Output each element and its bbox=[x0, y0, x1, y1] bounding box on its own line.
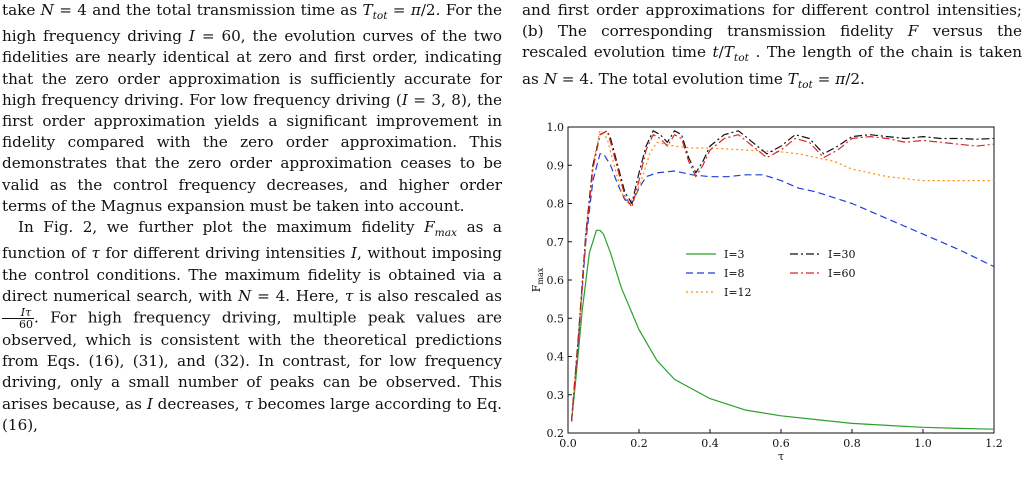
paragraph-2: In Fig. 2, we further plot the maximum f… bbox=[2, 218, 503, 434]
y-tick-label: 1.0 bbox=[547, 121, 565, 134]
y-tick-label: 0.3 bbox=[547, 389, 565, 402]
x-axis-label: τ bbox=[778, 450, 784, 463]
y-tick-label: 0.6 bbox=[547, 274, 565, 287]
paragraph-1: take N = 4 and the total transmission ti… bbox=[2, 1, 503, 215]
y-axis-label: Fmax bbox=[530, 267, 545, 292]
y-tick-label: 0.4 bbox=[547, 351, 565, 364]
right-text-column: and first order approximations for diffe… bbox=[522, 0, 1022, 95]
y-tick-label: 0.8 bbox=[547, 198, 565, 211]
series-line-I3 bbox=[570, 229, 995, 430]
x-tick-label: 1.2 bbox=[985, 437, 1003, 450]
legend-label: I=8 bbox=[724, 267, 745, 280]
fidelity-figure: 0.0 0.2 0.4 0.6 0.8 1.0 1.2 0.2 0.3 0.4 0.5 0.6 0.7 0… bbox=[522, 118, 1022, 487]
y-tick-label: 0.5 bbox=[547, 312, 565, 325]
series-line-I30 bbox=[570, 130, 995, 422]
legend-label: I=3 bbox=[724, 248, 745, 261]
y-tick-label: 0.7 bbox=[547, 236, 565, 249]
series-line-I8 bbox=[570, 153, 995, 422]
y-tick-label: 0.2 bbox=[547, 427, 565, 440]
legend-label: I=60 bbox=[828, 267, 856, 280]
series-line-I60 bbox=[570, 130, 995, 422]
legend-label: I=30 bbox=[828, 248, 856, 261]
x-tick-label: 0.2 bbox=[630, 437, 648, 450]
x-tick-label: 0.4 bbox=[701, 437, 719, 450]
x-tick-label: 0.8 bbox=[843, 437, 861, 450]
plot-frame bbox=[567, 126, 995, 434]
left-text-column: take N = 4 and the total transmission ti… bbox=[2, 0, 502, 436]
y-tick-label: 0.9 bbox=[547, 159, 565, 172]
x-tick-label: 0.0 bbox=[559, 437, 577, 450]
chart-svg: 0.0 0.2 0.4 0.6 0.8 1.0 1.20.20.30.40.50.60.70… bbox=[530, 121, 1003, 463]
legend-label: I=12 bbox=[724, 286, 752, 299]
figure-caption: and first order approximations for diffe… bbox=[522, 1, 1022, 91]
series-line-I12 bbox=[570, 130, 994, 422]
x-tick-label: 0.6 bbox=[772, 437, 790, 450]
x-tick-label: 1.0 bbox=[914, 437, 932, 450]
